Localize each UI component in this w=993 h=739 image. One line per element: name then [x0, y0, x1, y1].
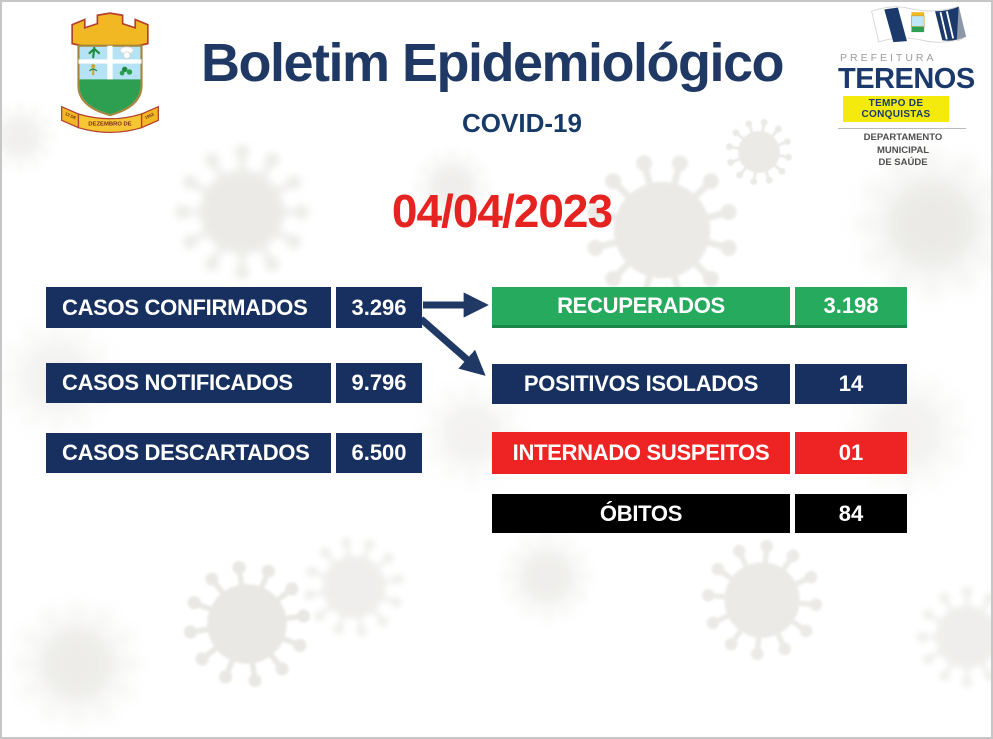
stat-value: 14 [838, 371, 864, 396]
terenos-name: TERENOS [838, 63, 975, 95]
stat-divider [790, 494, 795, 533]
prefeitura-label: PREFEITURA [840, 52, 937, 64]
stat-divider [331, 287, 336, 328]
logo-divider [838, 128, 966, 130]
stat-value: 84 [838, 500, 864, 526]
stat-divider [790, 364, 795, 404]
stat-divider [790, 432, 795, 474]
terenos-logo: PREFEITURA TERENOS TEMPO DE CONQUISTAS D… [838, 52, 975, 169]
department-line1: DEPARTAMENTO MUNICIPAL [863, 132, 943, 156]
terenos-flag-icon [871, 6, 967, 43]
stat-divider [331, 433, 336, 473]
stat-value: 6.500 [351, 440, 407, 465]
stat-recuperados: RECUPERADOS 3.198 [492, 287, 907, 328]
flag-crest [911, 12, 925, 33]
ribbon-right-text: 1953 [144, 111, 155, 120]
stat-value: 01 [838, 440, 864, 465]
page-title: Boletim Epidemiológico [200, 33, 785, 93]
stat-obitos: ÓBITOS 84 [492, 494, 907, 533]
stat-casos-confirmados: CASOS CONFIRMADOS 3.296 [46, 287, 422, 328]
stat-value: 9.796 [351, 370, 407, 395]
stat-label: CASOS NOTIFICADOS [62, 370, 293, 395]
stat-label: INTERNADO SUSPEITOS [512, 440, 770, 465]
department-label: DEPARTAMENTO MUNICIPAL DE SAÚDE [838, 132, 968, 169]
city-coat-of-arms: 13 DE DEZEMBRO DE 1953 [61, 12, 159, 133]
stat-label: CASOS CONFIRMADOS [62, 294, 308, 320]
stat-label: ÓBITOS [599, 500, 683, 526]
stat-casos-notificados: CASOS NOTIFICADOS 9.796 [46, 363, 422, 403]
stat-label: POSITIVOS ISOLADOS [523, 371, 759, 396]
stat-positivos-isolados: POSITIVOS ISOLADOS 14 [492, 364, 907, 404]
ribbon-left-text: 13 DE [64, 111, 77, 120]
stat-label: RECUPERADOS [557, 293, 725, 318]
stat-label: CASOS DESCARTADOS [62, 440, 310, 465]
stat-divider [331, 363, 336, 403]
stat-value: 3.198 [823, 293, 879, 318]
stat-value: 3.296 [351, 294, 407, 320]
covid-subtitle: COVID-19 [462, 108, 582, 138]
bulletin-date: 04/04/2023 [391, 185, 613, 237]
terenos-slogan: TEMPO DE CONQUISTAS [843, 96, 949, 123]
stat-internado-suspeitos: INTERNADO SUSPEITOS 01 [492, 432, 907, 474]
shield-cross-horizontal [78, 59, 142, 64]
shield-quadrant-icons [88, 46, 134, 76]
ribbon-center-text: DEZEMBRO DE [88, 122, 131, 128]
stat-divider [790, 287, 795, 325]
stat-casos-descartados: CASOS DESCARTADOS 6.500 [46, 433, 422, 473]
crest-ribbon: 13 DE DEZEMBRO DE 1953 [61, 105, 159, 133]
shield-green-field [79, 79, 141, 115]
department-line2: DE SAÚDE [878, 157, 928, 169]
